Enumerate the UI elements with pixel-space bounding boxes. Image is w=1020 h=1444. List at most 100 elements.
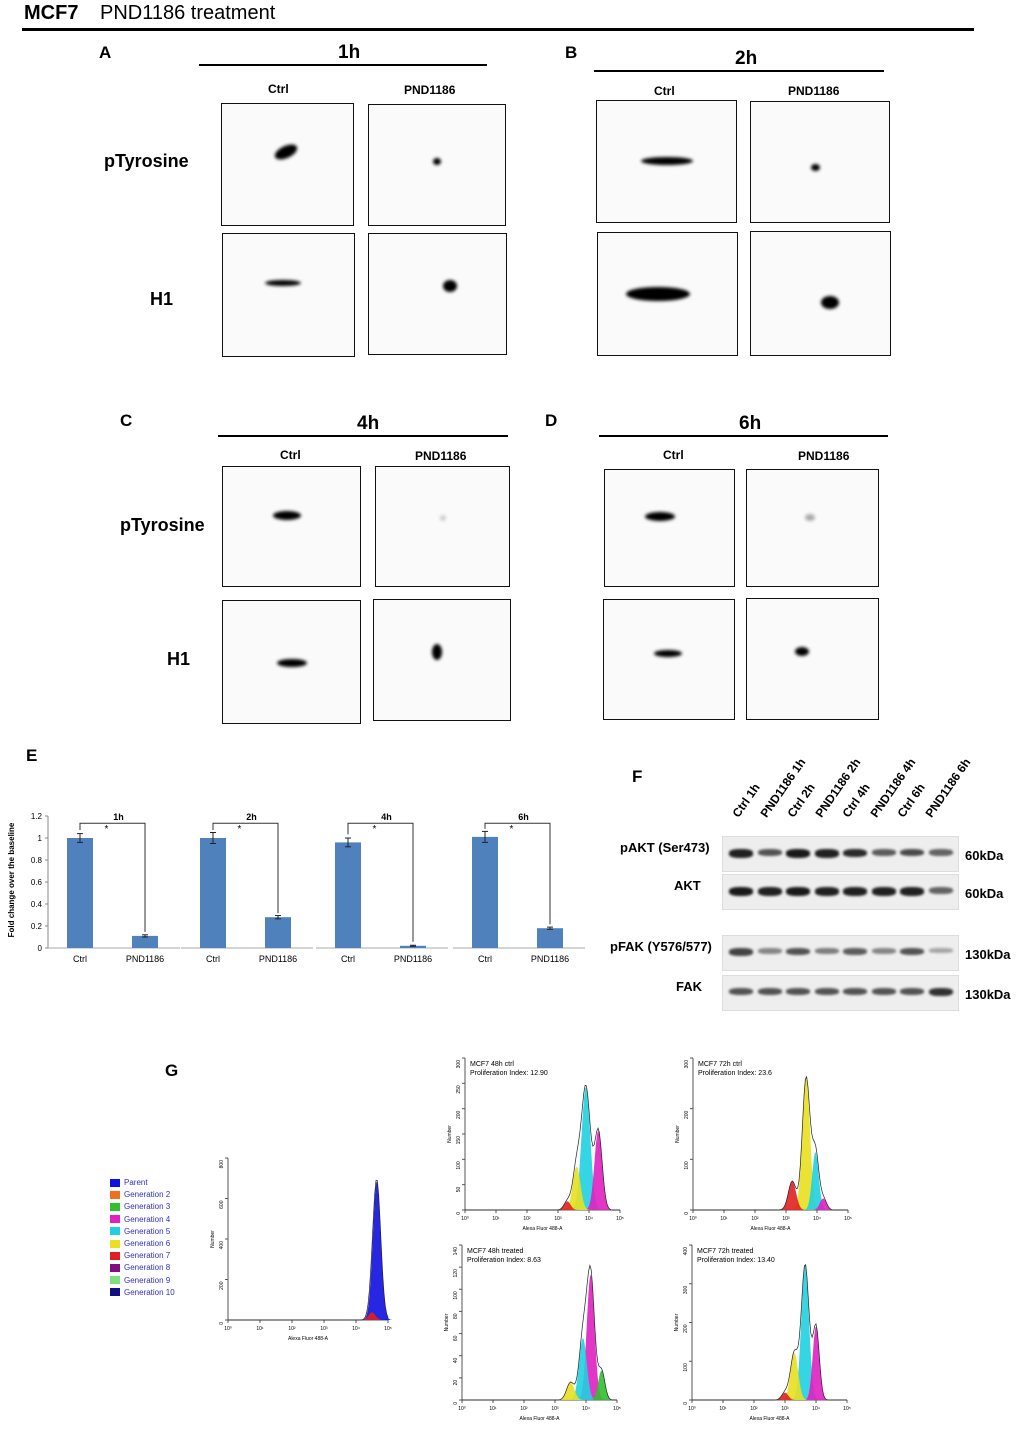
- flow-ytick: 200: [219, 1281, 225, 1290]
- flow-ytick: 100: [684, 1161, 690, 1170]
- flow-ytick: 0: [453, 1402, 459, 1405]
- panel-g-letter: G: [165, 1061, 179, 1080]
- blot-label: AKT: [674, 878, 701, 893]
- flow-xtick: 10²: [288, 1326, 296, 1332]
- flow-xtick: 10⁵: [843, 1406, 851, 1412]
- panel-d-treated-label: PND1186: [798, 449, 850, 463]
- legend-label: Generation 5: [124, 1226, 171, 1236]
- panel-d-rule: [599, 435, 888, 437]
- legend-item: Generation 5: [110, 1227, 170, 1236]
- blot-band: [786, 948, 810, 955]
- flow-ytick: 0: [219, 1322, 225, 1325]
- flow-ytick: 300: [456, 1060, 462, 1069]
- blot-c-ptyr-ctrl: [222, 466, 361, 587]
- flow-peak: [775, 1181, 809, 1210]
- flow-ytick: 50: [456, 1186, 462, 1192]
- panel-d-ctrl-label: Ctrl: [663, 448, 684, 462]
- flow-outline: [692, 1263, 847, 1401]
- chart-e-category: PND1186: [394, 954, 432, 964]
- chart-e-category: Ctrl: [206, 954, 220, 964]
- blot-band: [814, 988, 839, 995]
- flow-ytick: 40: [453, 1357, 459, 1363]
- flow-ytick: 150: [456, 1136, 462, 1145]
- blot-band: [757, 988, 782, 995]
- panel-c-ctrl-label: Ctrl: [280, 448, 301, 462]
- blot-band: [843, 988, 867, 995]
- flow-ytick: 100: [453, 1291, 459, 1300]
- blot-band: [814, 887, 839, 896]
- blot-band: [928, 887, 953, 894]
- blot-band: [729, 988, 753, 995]
- flow-xlabel: Alexa Fluor 488-A: [522, 1226, 563, 1232]
- blot-band: [871, 887, 896, 896]
- blot-c-ptyr-treated: [375, 466, 510, 587]
- panel-a-ptyr-label: pTyrosine: [104, 151, 189, 171]
- flow-xtick: 10⁰: [458, 1406, 466, 1412]
- chart-e-sig-star: *: [510, 824, 514, 835]
- flow-peak: [360, 1181, 394, 1320]
- flow-ylabel: Number: [674, 1313, 680, 1331]
- flow-ytick: 400: [683, 1247, 689, 1256]
- blot-a-ptyr-treated: [368, 104, 506, 226]
- blot-band: [757, 887, 782, 896]
- flow-ylabel: Number: [444, 1313, 450, 1331]
- legend-item: Generation 8: [110, 1263, 170, 1272]
- flow-outline: [462, 1264, 618, 1401]
- flow-ytick: 200: [683, 1324, 689, 1333]
- flow-xlabel: Alexa Fluor 488-A: [288, 1336, 329, 1342]
- legend-label: Generation 8: [124, 1263, 171, 1273]
- panel-b-time: 2h: [735, 48, 758, 69]
- flow-index: Proliferation Index: 23.6: [698, 1070, 772, 1077]
- blot-band: [871, 849, 896, 856]
- flow-ytick: 400: [219, 1241, 225, 1250]
- chart-e-bar: [200, 838, 226, 948]
- blot-band: [928, 948, 953, 953]
- flow-ytick: 0: [456, 1212, 462, 1215]
- flow-xtick: 10¹: [256, 1326, 264, 1332]
- flow-peak: [801, 1152, 830, 1210]
- legend-label: Generation 4: [124, 1214, 171, 1224]
- lane-label: Ctrl 1h: [729, 780, 763, 820]
- flow-peak: [587, 1370, 616, 1400]
- flow-index: Proliferation Index: 13.40: [697, 1257, 775, 1264]
- flow-xtick: 10²: [523, 1216, 531, 1222]
- blot-kda: 130kDa: [965, 947, 1011, 962]
- chart-e-ytick: 0.6: [31, 878, 43, 887]
- flow-xlabel: Alexa Fluor 488-A: [749, 1416, 790, 1422]
- figure-cell-line: MCF7: [24, 2, 79, 24]
- chart-e-category: Ctrl: [73, 954, 87, 964]
- flow-ytick: 200: [456, 1110, 462, 1119]
- chart-e-sig-bracket: [347, 822, 414, 942]
- flow-xtick: 10³: [782, 1216, 790, 1222]
- panel-e-bar-charts: Fold change over the baseline 0 0.2 0.4 0.6 0…: [7, 812, 585, 964]
- flow-xtick: 10⁴: [582, 1406, 590, 1412]
- blot-label: pAKT (Ser473): [620, 840, 710, 855]
- legend-label: Generation 10: [124, 1287, 175, 1297]
- chart-e-bar: [400, 945, 426, 948]
- blot-strip: [722, 935, 959, 971]
- blot-b-ptyr-ctrl: [596, 100, 737, 223]
- flow-ytick: 140: [453, 1247, 459, 1256]
- legend-label: Generation 3: [124, 1202, 171, 1212]
- flow-ytick: 100: [683, 1363, 689, 1372]
- legend-swatch: [110, 1288, 120, 1297]
- legend-swatch: [110, 1251, 120, 1260]
- flow-xtick: 10¹: [720, 1216, 728, 1222]
- blot-a-ptyr-ctrl: [221, 103, 354, 226]
- blot-b-ptyr-treated: [750, 101, 890, 223]
- blot-band: [928, 988, 953, 996]
- panel-e-letter: E: [26, 746, 38, 765]
- chart-e-title: 6h: [518, 812, 529, 822]
- flow-xtick: 10²: [751, 1216, 759, 1222]
- chart-e-title: 1h: [113, 812, 124, 822]
- blot-kda: 60kDa: [965, 848, 1004, 863]
- flow-title: MCF7 72h treated: [697, 1248, 754, 1255]
- flow-ytick: 200: [684, 1110, 690, 1119]
- flow-ytick: 60: [453, 1335, 459, 1341]
- flow-peak: [788, 1264, 822, 1400]
- panel-b-ctrl-label: Ctrl: [654, 84, 675, 98]
- panel-c-time: 4h: [357, 413, 380, 434]
- panel-a-treated-label: PND1186: [404, 83, 456, 97]
- chart-e-title: 4h: [381, 812, 392, 822]
- flow-peak: [778, 1352, 811, 1400]
